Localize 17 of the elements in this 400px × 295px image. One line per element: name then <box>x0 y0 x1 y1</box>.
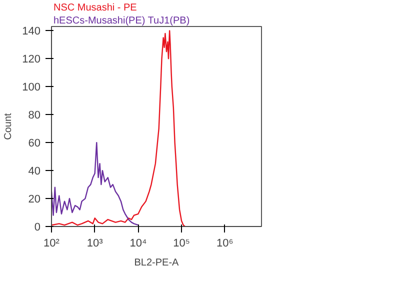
y-axis-title: Count <box>3 112 14 140</box>
y-tick-label: 40 <box>28 166 41 178</box>
y-tick-label: 140 <box>22 26 41 38</box>
x-tick-label: 10² <box>44 238 60 250</box>
y-tick-label: 100 <box>22 82 41 94</box>
x-tick-label: 10⁵ <box>173 238 190 250</box>
y-tick-label: 0 <box>34 222 41 234</box>
x-tick-label: 10⁴ <box>130 238 147 250</box>
y-tick-label: 20 <box>28 194 41 206</box>
text: NSC Musashi - PE <box>54 2 138 14</box>
x-tick-label: 10³ <box>86 238 104 250</box>
y-tick-label: 120 <box>22 54 41 66</box>
x-axis-title: BL2-PE-A <box>134 258 180 268</box>
x-tick-label: 10⁶ <box>216 238 234 250</box>
y-tick-label: 60 <box>28 138 41 150</box>
text: hESCs-Musashi(PE) TuJ1(PB) <box>54 16 190 26</box>
y-tick-label: 80 <box>28 110 41 122</box>
